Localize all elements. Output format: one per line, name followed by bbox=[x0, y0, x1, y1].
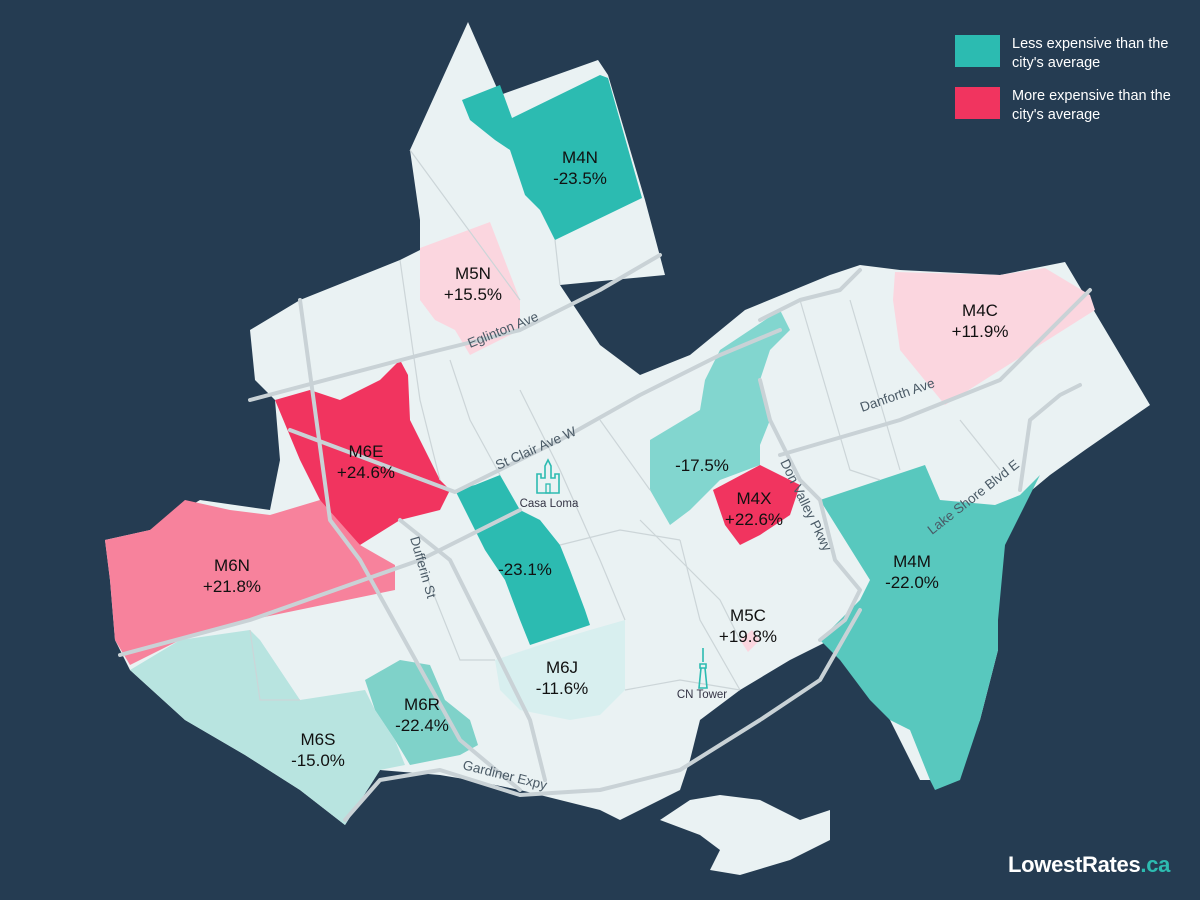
region-label-m4x: M4X +22.6% bbox=[725, 489, 783, 529]
castle-icon bbox=[536, 458, 560, 494]
legend-swatch-teal bbox=[955, 35, 1000, 67]
region-m6e bbox=[275, 360, 450, 545]
region-unlabeled-17 bbox=[650, 310, 790, 525]
landmark-cn-tower: CN Tower bbox=[677, 689, 727, 701]
region-m6n bbox=[105, 500, 395, 665]
road-network bbox=[118, 253, 1092, 822]
svg-text:-22.4%: -22.4% bbox=[395, 716, 449, 735]
region-label-m6n: M6N +21.8% bbox=[203, 556, 261, 596]
region-label-m6r: M6R -22.4% bbox=[395, 695, 449, 735]
region-m6r bbox=[365, 660, 478, 765]
svg-text:+15.5%: +15.5% bbox=[444, 285, 502, 304]
region-m4n bbox=[462, 75, 642, 240]
svg-text:+19.8%: +19.8% bbox=[719, 627, 777, 646]
svg-text:-23.5%: -23.5% bbox=[553, 169, 607, 188]
svg-text:M6S: M6S bbox=[301, 730, 336, 749]
svg-text:M6J: M6J bbox=[546, 658, 578, 677]
svg-text:+11.9%: +11.9% bbox=[952, 322, 1009, 341]
svg-text:M6N: M6N bbox=[214, 556, 250, 575]
region-m4x bbox=[713, 465, 800, 545]
brand-logo: LowestRates.ca bbox=[1008, 852, 1170, 878]
svg-text:M4C: M4C bbox=[962, 301, 998, 320]
svg-text:+21.8%: +21.8% bbox=[203, 577, 261, 596]
tower-icon bbox=[698, 648, 708, 689]
brand-tld: .ca bbox=[1140, 852, 1171, 877]
region-m5n bbox=[420, 222, 520, 355]
legend-more-expensive: More expensive than the city's average bbox=[955, 87, 1175, 125]
region-label-m6s: M6S -15.0% bbox=[291, 730, 345, 770]
region-m4m bbox=[820, 465, 1040, 790]
svg-text:M4M: M4M bbox=[893, 552, 931, 571]
map-legend: Less expensive than the city's average M… bbox=[955, 35, 1175, 139]
svg-text:-22.0%: -22.0% bbox=[885, 573, 939, 592]
region-label-m4c: M4C +11.9% bbox=[952, 301, 1009, 341]
brand-name: LowestRates bbox=[1008, 852, 1141, 877]
svg-text:M5C: M5C bbox=[730, 606, 766, 625]
boundary-lines bbox=[249, 149, 1001, 701]
svg-text:M6E: M6E bbox=[349, 442, 384, 461]
region-label-m5n: M5N +15.5% bbox=[444, 264, 502, 304]
svg-text:-23.1%: -23.1% bbox=[498, 560, 552, 579]
svg-text:-17.5%: -17.5% bbox=[675, 456, 729, 475]
region-m5c bbox=[740, 630, 760, 652]
region-m4c bbox=[893, 268, 1095, 405]
region-unlabeled-23 bbox=[455, 475, 590, 645]
svg-text:-15.0%: -15.0% bbox=[291, 751, 345, 770]
landmark-casa-loma: Casa Loma bbox=[520, 498, 579, 510]
legend-swatch-pink bbox=[955, 87, 1000, 119]
region-label-minus-17-5: -17.5% bbox=[675, 456, 729, 475]
svg-text:+24.6%: +24.6% bbox=[337, 463, 395, 482]
legend-label-less: Less expensive than the city's average bbox=[1012, 36, 1169, 71]
svg-text:M5N: M5N bbox=[455, 264, 491, 283]
svg-text:-11.6%: -11.6% bbox=[536, 679, 589, 698]
region-label-minus-23-1: -23.1% bbox=[498, 560, 552, 579]
region-label-m4m: M4M -22.0% bbox=[885, 552, 939, 592]
region-m6j bbox=[495, 620, 625, 720]
region-label-m6j: M6J -11.6% bbox=[536, 658, 589, 698]
toronto-island bbox=[660, 795, 830, 875]
svg-text:M6R: M6R bbox=[404, 695, 440, 714]
legend-label-more: More expensive than the city's average bbox=[1012, 88, 1171, 123]
region-label-m5c: M5C +19.8% bbox=[719, 606, 777, 646]
svg-text:+22.6%: +22.6% bbox=[725, 510, 783, 529]
region-label-m4n: M4N -23.5% bbox=[553, 148, 607, 188]
legend-less-expensive: Less expensive than the city's average bbox=[955, 35, 1175, 73]
svg-text:M4N: M4N bbox=[562, 148, 598, 167]
region-label-m6e: M6E +24.6% bbox=[337, 442, 395, 482]
region-m6s bbox=[130, 630, 405, 825]
svg-text:M4X: M4X bbox=[737, 489, 772, 508]
